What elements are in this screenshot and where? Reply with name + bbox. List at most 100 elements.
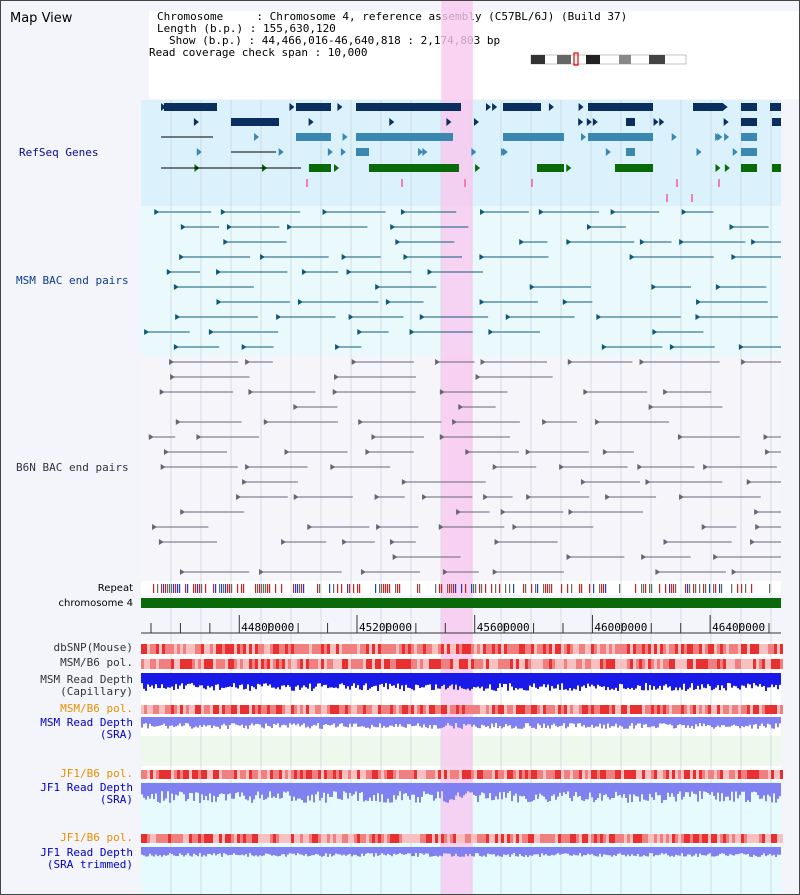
read-depth-bar	[635, 847, 637, 856]
read-depth-bar	[371, 783, 373, 801]
b6n-bac-pair-end	[645, 479, 651, 485]
read-depth-bar	[669, 783, 671, 797]
read-depth-bar	[383, 783, 385, 803]
read-depth-bar	[191, 847, 193, 857]
read-depth-bar	[663, 847, 665, 855]
read-depth-bar	[571, 673, 573, 691]
polymorphism-cell	[699, 770, 702, 779]
polymorphism-cell	[168, 834, 171, 843]
read-depth-bar	[151, 673, 153, 686]
repeat-element	[257, 584, 259, 593]
chromosome-ideogram[interactable]	[530, 52, 687, 66]
polymorphism-cell	[186, 770, 189, 779]
polymorphism-cell	[690, 644, 693, 654]
read-depth-bar	[221, 673, 223, 688]
polymorphism-cell	[228, 644, 231, 654]
read-depth-bar	[223, 717, 225, 724]
read-depth-bar	[357, 717, 359, 727]
read-depth-bar	[333, 717, 335, 724]
polymorphism-cell	[246, 659, 249, 669]
polymorphism-cell	[768, 644, 771, 654]
read-depth-bar	[237, 847, 239, 856]
chromosome-bar[interactable]	[141, 598, 781, 608]
read-depth-bar	[451, 847, 453, 857]
polymorphism-cell	[150, 770, 153, 779]
polymorphism-cell	[441, 659, 444, 669]
polymorphism-cell	[558, 644, 561, 654]
selected-region-highlight[interactable]	[441, 1, 473, 894]
polymorphism-cell	[765, 770, 768, 779]
read-depth-bar	[195, 717, 197, 727]
read-depth-bar	[525, 717, 527, 724]
read-depth-bar	[213, 783, 215, 796]
polymorphism-cell	[576, 659, 579, 669]
read-depth-bar	[449, 717, 451, 726]
read-depth-bar	[691, 847, 693, 857]
msm-bac-end-pairs-track[interactable]	[144, 209, 781, 350]
polymorphism-cell	[663, 705, 666, 714]
polymorphism-cell	[732, 644, 735, 654]
gene-strand-arrow	[724, 164, 730, 172]
read-depth-bar	[283, 783, 285, 792]
read-depth-bar	[217, 847, 219, 855]
heatmap-tracks[interactable]	[141, 644, 783, 843]
read-depth-bar	[349, 783, 351, 793]
polymorphism-cell	[210, 834, 213, 843]
read-depth-bar	[273, 847, 275, 856]
b6n-bac-pair-end	[236, 494, 242, 500]
read-depth-bar	[267, 673, 269, 686]
polymorphism-cell	[177, 659, 180, 669]
read-depth-bar	[257, 717, 259, 724]
read-depth-bar	[219, 673, 221, 690]
polymorphism-cell	[465, 770, 468, 779]
msm-bac-pair-end	[395, 239, 401, 245]
read-depth-tracks[interactable]	[141, 673, 781, 857]
read-depth-bar	[385, 717, 387, 728]
polymorphism-cell	[228, 770, 231, 779]
read-depth-bar	[387, 717, 389, 728]
read-depth-bar	[595, 847, 597, 857]
read-depth-bar	[583, 783, 585, 802]
gene-strand-arrow	[308, 118, 314, 126]
read-depth-bar	[525, 783, 527, 799]
polymorphism-cell	[621, 834, 624, 843]
read-depth-bar	[335, 717, 337, 728]
polymorphism-cell	[672, 644, 675, 654]
read-depth-bar	[221, 847, 223, 857]
jf1-depth-trimmed-label-1: JF1 Read Depth	[40, 846, 133, 859]
read-depth-bar	[403, 783, 405, 794]
read-depth-bar	[661, 847, 663, 854]
read-depth-bar	[445, 847, 447, 854]
repeat-track[interactable]	[153, 584, 771, 593]
polymorphism-cell	[384, 659, 387, 669]
read-depth-bar	[389, 673, 391, 684]
read-depth-bar	[725, 673, 727, 691]
read-depth-bar	[743, 783, 745, 792]
gene-exon-block	[537, 164, 564, 172]
polymorphism-cell	[777, 705, 780, 714]
read-depth-bar	[527, 717, 529, 724]
read-depth-bar	[657, 783, 659, 796]
refseq-genes-track[interactable]	[161, 103, 781, 202]
read-depth-bar	[397, 783, 399, 796]
polymorphism-cell	[663, 834, 666, 843]
read-depth-bar	[239, 717, 241, 726]
polymorphism-cell	[567, 705, 570, 714]
read-depth-bar	[303, 783, 305, 803]
read-depth-bar	[453, 783, 455, 800]
read-depth-bar	[253, 783, 255, 800]
polymorphism-cell	[183, 659, 186, 669]
b6n-bac-end-pairs-track[interactable]	[148, 359, 781, 575]
polymorphism-cell	[288, 834, 291, 843]
read-depth-bar	[181, 673, 183, 684]
read-depth-bar	[289, 717, 291, 724]
read-depth-bar	[749, 783, 751, 803]
polymorphism-cell	[447, 705, 450, 714]
read-depth-bar	[263, 847, 265, 856]
polymorphism-cell	[705, 659, 708, 669]
read-depth-bar	[493, 673, 495, 691]
polymorphism-cell	[771, 659, 774, 669]
read-depth-bar	[693, 717, 695, 729]
